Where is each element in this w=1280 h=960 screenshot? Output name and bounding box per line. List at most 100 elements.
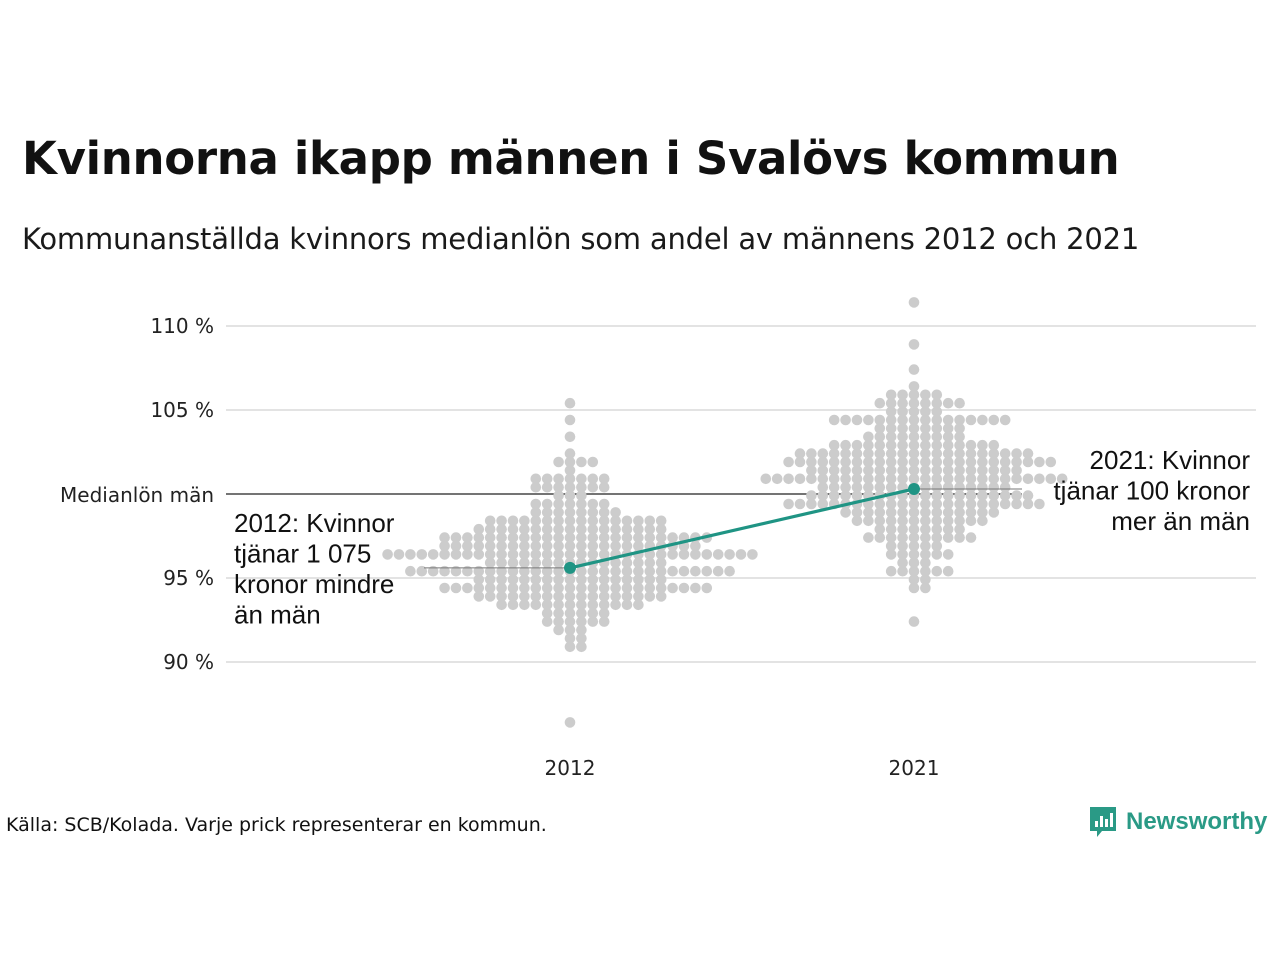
municipality-dot	[874, 431, 886, 443]
municipality-dot	[897, 523, 908, 535]
municipality-dot	[828, 456, 840, 468]
municipality-dot	[988, 448, 1000, 459]
municipality-dot	[633, 574, 644, 585]
municipality-dot	[553, 473, 564, 485]
municipality-dot	[530, 515, 542, 527]
municipality-dot	[667, 565, 678, 577]
municipality-dot	[885, 456, 897, 468]
municipality-dot	[920, 540, 931, 552]
municipality-dot	[576, 624, 587, 636]
municipality-dot	[908, 507, 920, 518]
municipality-dot	[587, 540, 599, 552]
municipality-dot	[908, 339, 920, 350]
municipality-dot	[530, 523, 542, 535]
municipality-dot	[1011, 490, 1022, 501]
municipality-dot	[874, 397, 886, 409]
municipality-dot	[1045, 473, 1057, 485]
municipality-dot	[1022, 473, 1034, 485]
municipality-dot	[954, 507, 965, 518]
municipality-dot	[897, 431, 908, 443]
y-tick-label: 90 %	[163, 650, 214, 674]
municipality-dot	[678, 582, 690, 594]
municipality-dot	[507, 557, 519, 569]
municipality-dot	[920, 565, 931, 577]
municipality-dot	[564, 431, 576, 443]
municipality-dot	[920, 414, 931, 426]
municipality-dot	[519, 582, 530, 594]
municipality-dot	[519, 549, 530, 560]
municipality-dot	[965, 490, 977, 501]
municipality-dot	[908, 574, 920, 585]
municipality-dot	[920, 498, 931, 510]
municipality-dot	[908, 297, 920, 308]
municipality-dot	[977, 507, 988, 518]
municipality-dot	[942, 515, 954, 527]
municipality-dot	[633, 582, 644, 594]
municipality-dot	[564, 717, 576, 728]
municipality-dot	[840, 490, 851, 501]
municipality-dot	[724, 549, 735, 560]
highlight-series	[564, 482, 920, 574]
municipality-dot	[644, 574, 656, 585]
annotation-2012-line: än män	[234, 600, 321, 630]
municipality-dot	[920, 448, 931, 459]
municipality-dot	[496, 599, 507, 611]
municipality-dot	[977, 515, 988, 527]
municipality-dot	[553, 523, 564, 535]
municipality-dot	[553, 557, 564, 569]
municipality-dot	[553, 616, 564, 627]
municipality-dot	[954, 481, 965, 493]
municipality-dot	[942, 414, 954, 426]
municipality-dot	[988, 465, 1000, 476]
municipality-dot	[863, 439, 874, 451]
municipality-dot	[576, 490, 587, 501]
municipality-dot	[942, 423, 954, 434]
municipality-dot	[977, 448, 988, 459]
municipality-dot	[519, 574, 530, 585]
municipality-dot	[598, 481, 610, 493]
municipality-dot	[977, 481, 988, 493]
municipality-dot	[473, 549, 485, 560]
municipality-dot	[817, 448, 829, 459]
municipality-dot	[942, 431, 954, 443]
x-tick-label: 2012	[545, 756, 596, 780]
municipality-dot	[610, 582, 621, 594]
municipality-dot	[817, 490, 829, 501]
municipality-dot	[484, 557, 496, 569]
municipality-dot	[885, 481, 897, 493]
municipality-dot	[931, 481, 943, 493]
municipality-dot	[576, 574, 587, 585]
municipality-dot	[920, 439, 931, 451]
municipality-dot	[587, 607, 599, 619]
municipality-dot	[530, 565, 542, 577]
municipality-dot	[920, 582, 931, 594]
municipality-dot	[977, 414, 988, 426]
municipality-dot	[587, 515, 599, 527]
municipality-dot	[655, 549, 667, 560]
municipality-dot	[942, 465, 954, 476]
municipality-dot	[541, 481, 553, 493]
municipality-dot	[564, 507, 576, 518]
municipality-dot	[530, 540, 542, 552]
municipality-dot	[507, 549, 519, 560]
municipality-dot	[942, 523, 954, 535]
municipality-dot	[610, 565, 621, 577]
municipality-dot	[931, 498, 943, 510]
municipality-dot	[541, 599, 553, 611]
municipality-dot	[885, 498, 897, 510]
municipality-dot	[507, 532, 519, 543]
municipality-dot	[587, 481, 599, 493]
municipality-dot	[553, 599, 564, 611]
municipality-dot	[610, 591, 621, 602]
municipality-dot	[564, 599, 576, 611]
municipality-dot	[553, 574, 564, 585]
municipality-dot	[931, 397, 943, 409]
municipality-dot	[598, 523, 610, 535]
municipality-dot	[965, 515, 977, 527]
newsworthy-logo[interactable]: Newsworthy	[1088, 805, 1267, 839]
municipality-dot	[908, 465, 920, 476]
municipality-dot	[576, 532, 587, 543]
municipality-dot	[897, 540, 908, 552]
municipality-dot	[954, 414, 965, 426]
